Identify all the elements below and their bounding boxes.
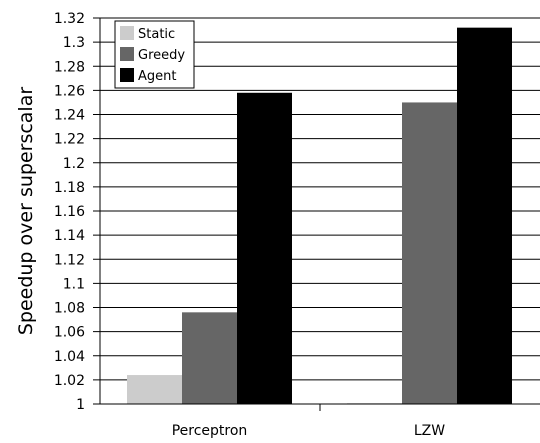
y-axis-title: Speedup over superscalar bbox=[15, 87, 37, 336]
y-tick-label: 1.28 bbox=[54, 59, 85, 75]
y-tick-label: 1.1 bbox=[63, 276, 85, 292]
legend-label-agent: Agent bbox=[138, 69, 176, 84]
legend-label-greedy: Greedy bbox=[138, 48, 185, 63]
bar-agent-perceptron bbox=[237, 92, 292, 404]
y-tick-label: 1.18 bbox=[54, 180, 85, 196]
legend-swatch-agent bbox=[120, 68, 134, 82]
y-tick-label: 1.24 bbox=[54, 108, 85, 124]
y-tick-label: 1.2 bbox=[63, 156, 85, 172]
bar-agent-lzw bbox=[457, 27, 512, 405]
legend: Static Greedy Agent bbox=[114, 20, 195, 89]
x-tick-label: Perceptron bbox=[172, 423, 248, 439]
y-tick-label: 1 bbox=[76, 397, 85, 413]
legend-label-static: Static bbox=[138, 27, 175, 42]
y-tick-label: 1.16 bbox=[54, 204, 85, 220]
x-tick-label: LZW bbox=[414, 423, 445, 439]
y-tick-label: 1.26 bbox=[54, 83, 85, 99]
y-tick-label: 1.04 bbox=[54, 349, 85, 365]
legend-swatch-static bbox=[120, 26, 134, 40]
bar-greedy-lzw bbox=[402, 102, 457, 404]
legend-swatch-greedy bbox=[120, 47, 134, 61]
y-tick-label: 1.3 bbox=[63, 35, 85, 51]
y-ticks: 1 1.02 1.04 1.06 1.08 1.1 1.12 1.14 1.16 1.18 1.2 1… bbox=[54, 11, 100, 413]
y-tick-label: 1.14 bbox=[54, 228, 85, 244]
y-tick-label: 1.12 bbox=[54, 252, 85, 268]
y-tick-label: 1.22 bbox=[54, 132, 85, 148]
y-tick-label: 1.02 bbox=[54, 373, 85, 389]
y-tick-label: 1.32 bbox=[54, 11, 85, 27]
y-tick-label: 1.06 bbox=[54, 325, 85, 341]
bar-static-perceptron bbox=[127, 375, 182, 404]
bar-greedy-perceptron bbox=[182, 312, 237, 404]
bars bbox=[127, 27, 512, 405]
y-tick-label: 1.08 bbox=[54, 301, 85, 317]
x-ticks: Perceptron LZW bbox=[172, 404, 445, 439]
